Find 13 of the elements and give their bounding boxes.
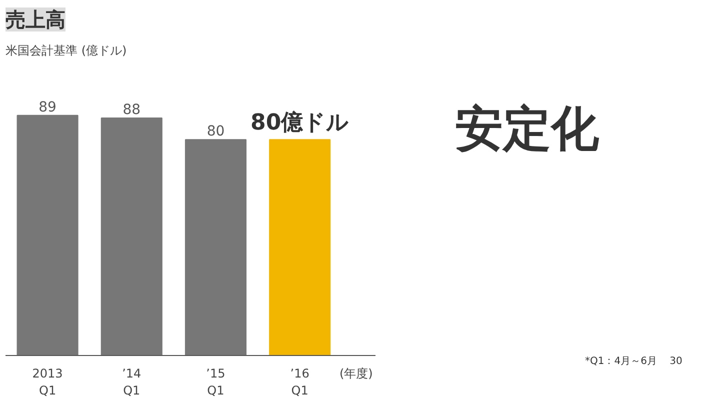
data-label: 80億ドル — [250, 110, 350, 136]
x-axis-title: (年度) — [339, 366, 373, 380]
data-label: 80 — [206, 124, 225, 140]
chart-title: 売上高 — [6, 8, 66, 32]
data-label: 88 — [122, 102, 141, 118]
x-tick-label: ’15 Q1 — [206, 366, 226, 398]
data-label: 89 — [38, 99, 56, 116]
x-tick-label: ’16 Q1 — [290, 366, 310, 398]
x-tick-label: 2013 Q1 — [32, 366, 63, 398]
text: 米国会計基準 (億ドル) — [6, 44, 127, 58]
text: *Q1：4月～6月 30 — [585, 356, 682, 367]
x-tick-label: ’14 Q1 — [122, 366, 142, 398]
text: 安定化 — [455, 100, 599, 159]
